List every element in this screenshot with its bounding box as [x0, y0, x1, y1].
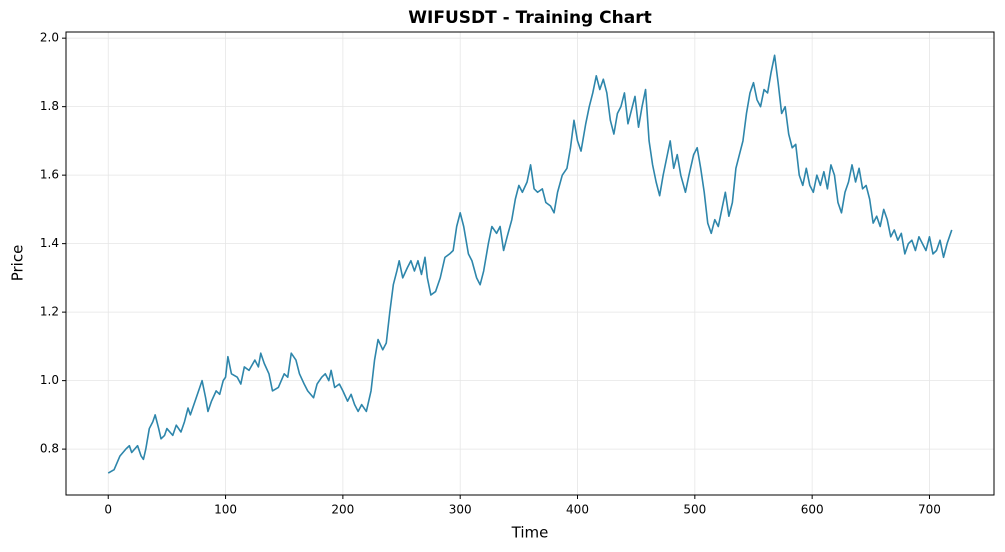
plot-frame	[65, 31, 995, 496]
y-tick-label: 1.8	[40, 99, 59, 113]
y-tick-label: 1.6	[40, 168, 59, 182]
x-tick-label: 600	[801, 503, 824, 517]
x-tick-label: 100	[214, 503, 237, 517]
x-tick-label: 500	[683, 503, 706, 517]
x-tick-label: 200	[331, 503, 354, 517]
x-tick-label: 300	[449, 503, 472, 517]
x-axis-label: Time	[511, 524, 549, 542]
y-axis-label: Price	[9, 245, 27, 282]
chart-title: WIFUSDT - Training Chart	[408, 8, 651, 28]
y-tick-label: 2.0	[40, 31, 59, 45]
x-tick-label: 0	[104, 503, 112, 517]
y-tick-label: 1.0	[40, 373, 59, 387]
price-line	[107, 54, 953, 474]
x-tick-label: 700	[918, 503, 941, 517]
x-tick-label: 400	[566, 503, 589, 517]
y-tick-label: 1.4	[40, 236, 59, 250]
y-tick-label: 0.8	[40, 442, 59, 456]
y-tick-label: 1.2	[40, 305, 59, 319]
